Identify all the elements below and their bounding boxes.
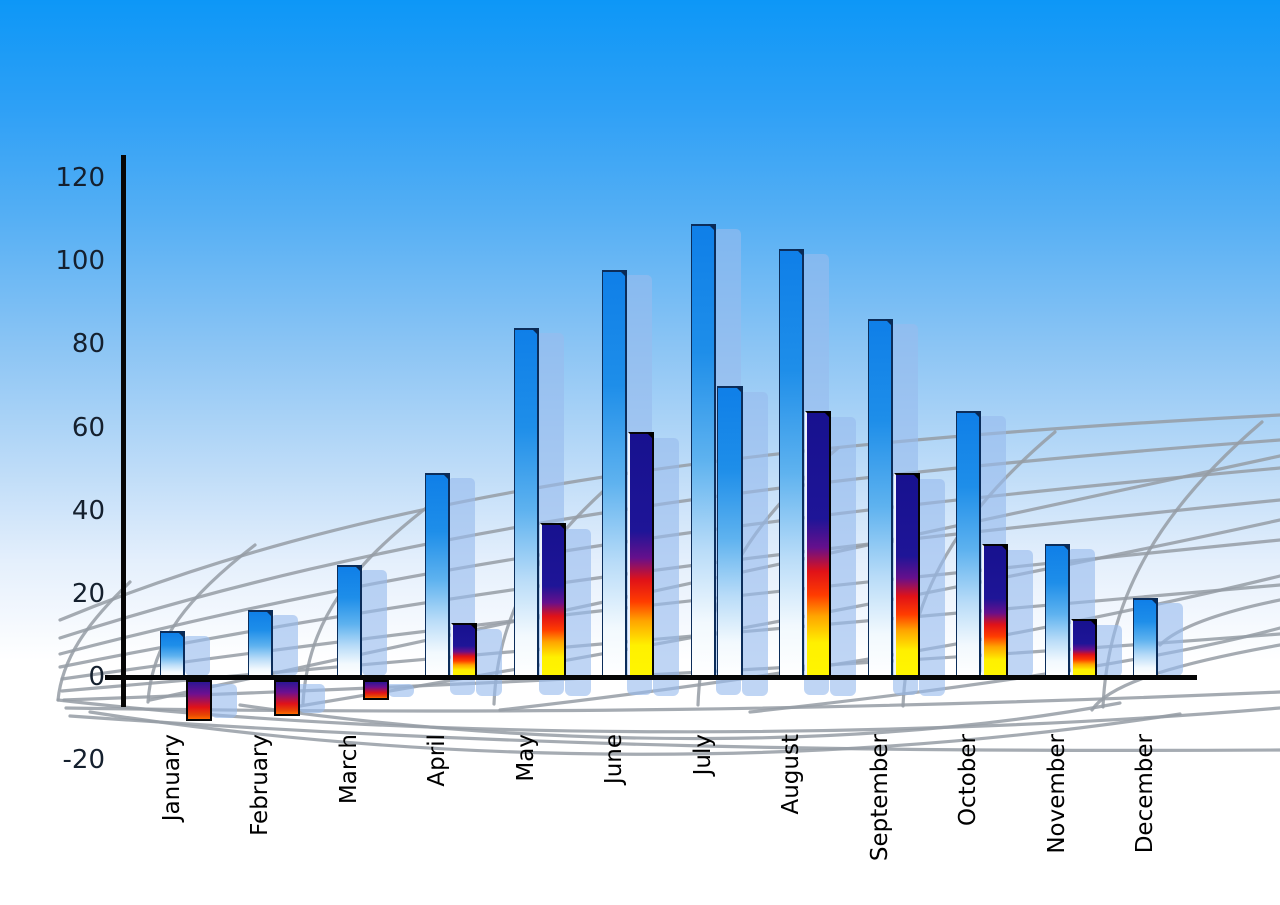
bar-shadow-april-s2: [476, 628, 503, 696]
bar-september-s1: [867, 319, 893, 679]
bar-shadow-may-s2: [564, 529, 591, 696]
bar-march-s2: [362, 680, 389, 700]
bar-november-s2: [1070, 618, 1097, 679]
bar-january-s2: [186, 680, 212, 721]
bar-june-s1: [602, 269, 628, 679]
bar-shadow-february-s2: [299, 684, 326, 714]
bar-february-s2: [274, 680, 301, 717]
grid-line: [68, 714, 1280, 753]
bar-july-s2: [716, 386, 743, 679]
bar-december-s1: [1132, 598, 1158, 679]
bar-june-s2: [628, 431, 655, 679]
y-tick-label--20: -20: [62, 745, 105, 776]
bar-shadow-june-s2: [653, 437, 680, 696]
month-label-june: June: [601, 734, 628, 785]
bar-shadow-january-s2: [211, 684, 237, 718]
bar-may-s1: [513, 327, 539, 679]
bar-shadow-january-s1: [185, 636, 210, 676]
bar-shadow-july-s2: [741, 392, 768, 696]
grid-line: [64, 690, 1280, 713]
grid-line: [238, 701, 1122, 741]
bar-november-s1: [1044, 543, 1070, 679]
month-label-march: March: [335, 734, 362, 805]
bar-shadow-march-s2: [387, 684, 414, 697]
bar-february-s1: [248, 610, 274, 679]
bar-april-s1: [425, 473, 451, 679]
bar-july-s1: [690, 223, 716, 679]
month-label-july: July: [689, 734, 716, 776]
grid-line: [58, 438, 1280, 640]
bar-shadow-march-s1: [361, 569, 387, 676]
bar-shadow-december-s1: [1157, 603, 1183, 676]
bar-shadow-september-s2: [918, 479, 945, 696]
bar-october-s2: [982, 543, 1009, 679]
bar-march-s1: [336, 564, 362, 679]
month-label-february: February: [247, 734, 274, 836]
grid-line: [88, 710, 1182, 756]
y-tick-label-60: 60: [71, 412, 105, 443]
month-label-january: January: [159, 734, 185, 822]
month-label-may: May: [512, 734, 539, 782]
y-tick-label-100: 100: [55, 246, 105, 277]
bar-shadow-february-s1: [273, 615, 299, 676]
bar-august-s2: [805, 410, 832, 679]
grid-line: [146, 543, 257, 704]
bar-shadow-august-s2: [830, 416, 857, 696]
bar-august-s1: [779, 248, 805, 679]
y-tick-label-20: 20: [71, 578, 105, 609]
bar-may-s2: [539, 523, 566, 679]
bar-shadow-november-s2: [1095, 624, 1122, 677]
month-label-september: September: [866, 734, 893, 862]
bar-january-s1: [160, 631, 185, 679]
month-label-october: October: [955, 734, 982, 827]
month-label-april: April: [424, 734, 451, 787]
month-label-august: August: [778, 734, 805, 815]
bar-shadow-october-s2: [1007, 549, 1034, 677]
y-tick-label-40: 40: [71, 495, 105, 526]
bar-october-s1: [956, 410, 982, 679]
y-tick-label-80: 80: [71, 329, 105, 360]
month-label-december: December: [1131, 734, 1158, 854]
y-tick-label-0: 0: [88, 662, 105, 692]
bar-september-s2: [893, 473, 920, 679]
month-label-november: November: [1043, 734, 1070, 854]
y-axis-line: [121, 155, 126, 707]
bar-april-s2: [451, 622, 478, 679]
x-axis-line: [105, 675, 1197, 680]
y-tick-label-120: 120: [55, 163, 105, 194]
grid-line: [56, 580, 132, 702]
